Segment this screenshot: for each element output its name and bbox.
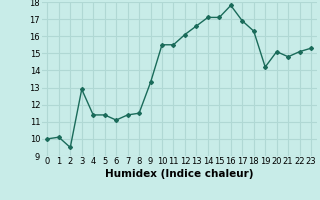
X-axis label: Humidex (Indice chaleur): Humidex (Indice chaleur) (105, 169, 253, 179)
